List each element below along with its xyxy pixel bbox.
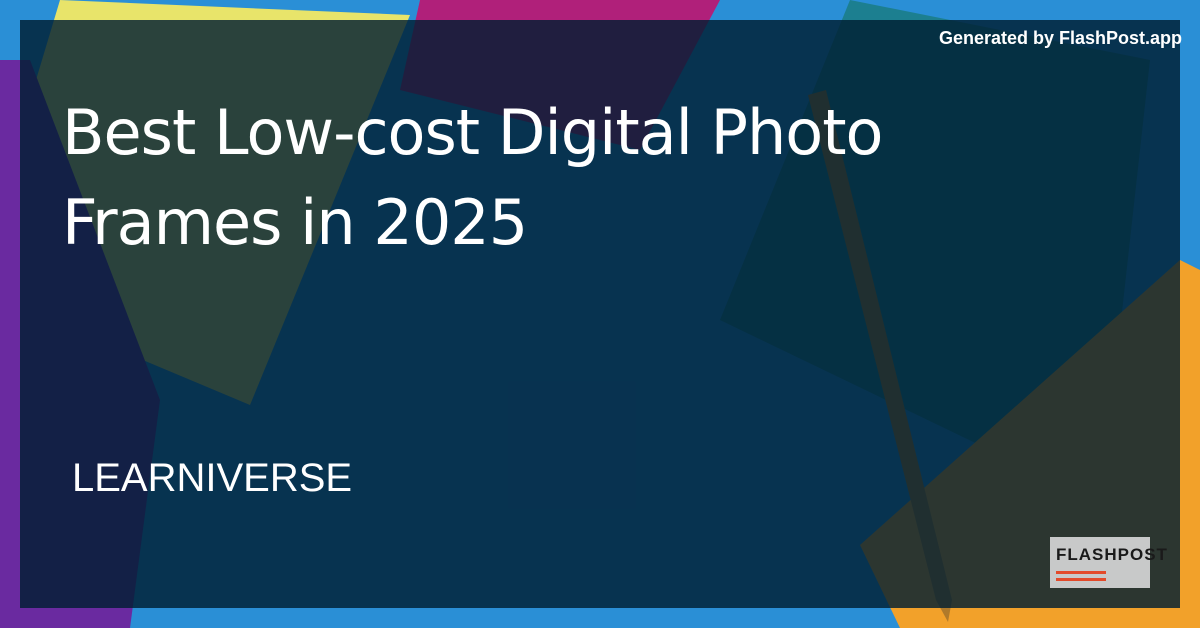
page-title: Best Low-cost Digital Photo Frames in 20…	[62, 96, 883, 259]
generated-by-label: Generated by FlashPost.app	[938, 28, 1182, 48]
brand-name: LEARNIVERSE	[72, 456, 353, 500]
logo-stripe	[1056, 571, 1106, 574]
logo-text: FLASHPOST	[1056, 545, 1168, 564]
logo-stripe	[1056, 578, 1106, 581]
dark-overlay	[20, 20, 1180, 608]
flashpost-logo: FLASHPOST	[1050, 537, 1168, 588]
